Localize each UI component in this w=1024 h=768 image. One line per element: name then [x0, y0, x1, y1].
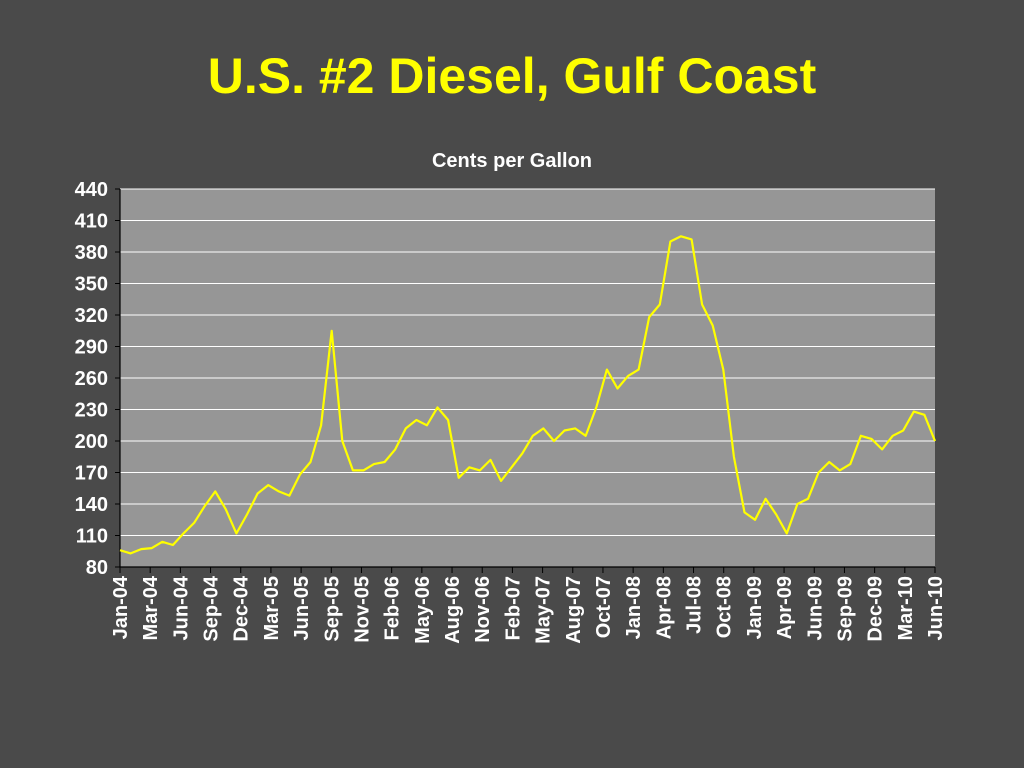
- x-tick-label: Dec-09: [865, 576, 887, 642]
- y-tick-label: 170: [75, 463, 108, 485]
- x-tick-label: Apr-08: [653, 576, 675, 639]
- x-tick-label: Jun-04: [170, 575, 192, 640]
- y-axis-ticks: 80 110 140 170 200 230 260 290 320 350 380 410 440: [75, 179, 120, 579]
- x-tick-label: Dec-04: [231, 575, 253, 641]
- y-tick-label: 110: [76, 526, 108, 548]
- x-tick-label: Mar-10: [895, 576, 917, 640]
- y-tick-label: 260: [75, 368, 108, 390]
- x-tick-label: Oct-08: [714, 576, 736, 638]
- x-tick-label: Jul-08: [684, 576, 706, 634]
- y-tick-label: 80: [86, 557, 108, 579]
- x-tick-label: Aug-07: [563, 576, 585, 644]
- x-tick-label: Nov-06: [472, 576, 494, 643]
- x-tick-label: Jan-09: [744, 576, 766, 639]
- x-tick-label: Sep-09: [834, 576, 856, 642]
- y-tick-label: 200: [75, 431, 108, 453]
- x-tick-label: Jun-05: [291, 576, 313, 640]
- y-tick-label: 140: [75, 494, 108, 516]
- y-tick-label: 290: [75, 337, 108, 359]
- x-tick-label: Mar-05: [261, 576, 283, 640]
- x-tick-label: Apr-09: [774, 576, 796, 639]
- x-tick-label: Jan-04: [110, 575, 132, 639]
- series-line-diesel-price: [119, 235, 937, 555]
- x-tick-label: Nov-05: [351, 576, 373, 643]
- x-tick-label: Sep-05: [321, 576, 343, 642]
- x-tick-label: Aug-06: [442, 576, 464, 644]
- y-tick-label: 350: [75, 274, 108, 296]
- y-tick-label: 320: [75, 305, 108, 327]
- chart-subtitle: Cents per Gallon: [432, 150, 592, 172]
- y-tick-label: 380: [75, 242, 108, 264]
- gridlines: [120, 188, 935, 536]
- x-tick-label: Oct-07: [593, 576, 615, 638]
- x-tick-label: Jun-10: [925, 576, 947, 640]
- x-tick-label: Mar-04: [140, 575, 162, 640]
- x-tick-label: Feb-06: [382, 576, 404, 640]
- y-tick-label: 410: [75, 211, 108, 233]
- x-tick-label: May-06: [412, 576, 434, 644]
- y-tick-label: 230: [75, 400, 108, 422]
- x-tick-label: Jun-09: [804, 576, 826, 640]
- x-tick-label: Jan-08: [623, 576, 645, 639]
- x-tick-label: Sep-04: [201, 575, 223, 641]
- y-tick-label: 440: [75, 179, 108, 201]
- x-tick-label: May-07: [533, 576, 555, 644]
- chart-title: U.S. #2 Diesel, Gulf Coast: [207, 48, 817, 104]
- x-axis-ticks: Jan-04 Mar-04 Jun-04 Sep-04 Dec-04 Mar-05 Jun-…: [110, 567, 947, 644]
- x-tick-label: Feb-07: [502, 576, 524, 640]
